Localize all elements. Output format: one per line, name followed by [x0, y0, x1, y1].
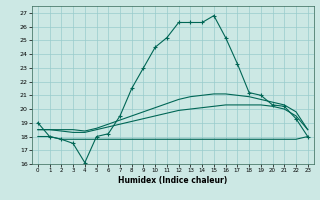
- X-axis label: Humidex (Indice chaleur): Humidex (Indice chaleur): [118, 176, 228, 185]
